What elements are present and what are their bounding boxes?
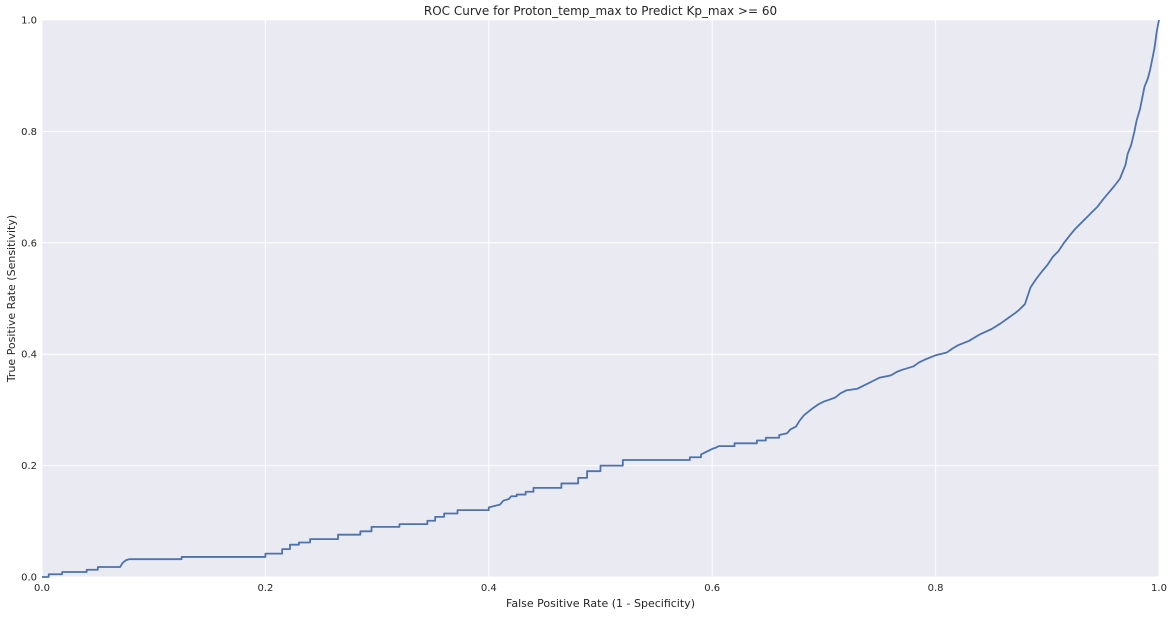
x-tick-label: 0.2 [257, 583, 273, 594]
x-tick-label: 0.6 [704, 583, 720, 594]
y-tick-label: 0.4 [21, 350, 37, 361]
x-tick-label: 0.0 [34, 583, 50, 594]
roc-curve-line [42, 19, 1160, 578]
gridlines [41, 19, 1160, 578]
y-tick-label: 0.8 [21, 127, 37, 138]
y-axis-label: True Positive Rate (Sensitivity) [5, 215, 18, 383]
chart-title: ROC Curve for Proton_temp_max to Predict… [424, 4, 777, 18]
y-tick-label: 0.6 [21, 238, 37, 249]
plot-background [42, 20, 1159, 577]
x-tick-label: 1.0 [1151, 583, 1167, 594]
x-tick-label: 0.8 [928, 583, 944, 594]
x-axis-label: False Positive Rate (1 - Specificity) [506, 597, 695, 610]
x-tick-label: 0.4 [481, 583, 497, 594]
x-tick-labels: 0.0 0.2 0.4 0.6 0.8 1.0 [34, 583, 1167, 594]
y-tick-label: 1.0 [21, 16, 37, 27]
series-layer [42, 19, 1160, 578]
y-tick-label: 0.2 [21, 461, 37, 472]
y-tick-label: 0.0 [21, 573, 37, 584]
y-tick-labels: 0.0 0.2 0.4 0.6 0.8 1.0 [21, 16, 37, 584]
